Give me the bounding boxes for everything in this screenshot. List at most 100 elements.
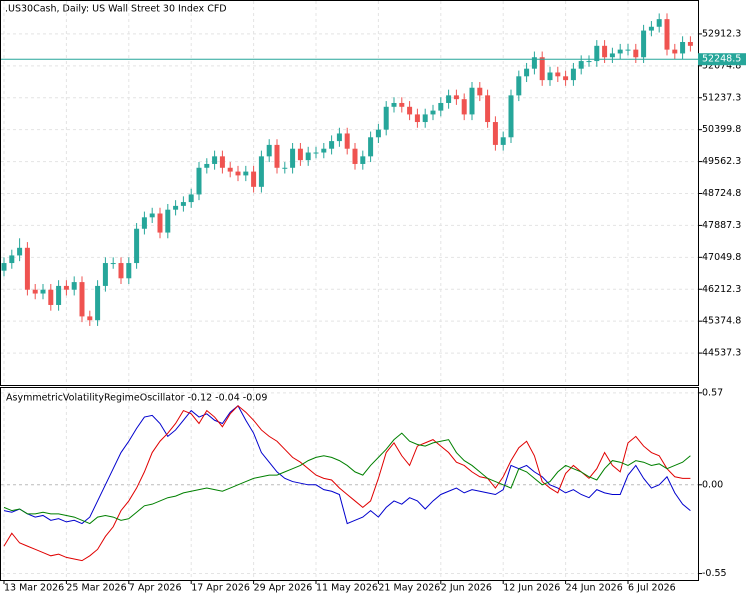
candle-body [134, 228, 140, 264]
candle-body [375, 129, 381, 138]
x-tick-label: 7 Apr 2026 [129, 583, 182, 594]
candle-body [258, 156, 264, 187]
candle-body [110, 263, 116, 265]
candle-body [329, 141, 335, 149]
x-tick-label: 21 May 2026 [378, 583, 440, 594]
candle-body [680, 42, 686, 54]
candle-body [126, 263, 132, 279]
candle-body [563, 76, 569, 81]
x-tick-label: 2 Jun 2026 [441, 583, 492, 594]
candle-body [531, 57, 537, 69]
candle-body [664, 19, 670, 50]
candle-body [578, 61, 584, 69]
y-tick-label: 50399.8 [702, 124, 741, 135]
y-tick-label: 48724.8 [702, 188, 741, 199]
x-tick-label: 17 Apr 2026 [191, 583, 250, 594]
x-tick-label: 11 May 2026 [316, 583, 378, 594]
candle-body [204, 163, 210, 168]
candle-body [360, 156, 366, 164]
candle-body [196, 167, 202, 195]
candle-body [656, 19, 662, 27]
candle-body [687, 42, 693, 46]
candle-body [633, 49, 639, 58]
candle-body [63, 285, 69, 290]
candle-body [79, 282, 85, 317]
candle-body [321, 148, 327, 153]
y-tick-label: 0.00 [702, 479, 723, 490]
candle-body [305, 152, 311, 161]
candle-body [602, 45, 608, 58]
candle-body [430, 110, 436, 115]
candle-body [40, 289, 46, 294]
candle-body [399, 102, 405, 107]
candle-body [71, 282, 77, 290]
candle-body [539, 57, 545, 81]
candle-body [9, 255, 15, 264]
candle-body [141, 217, 147, 229]
y-tick-label: -0.55 [702, 568, 727, 579]
x-tick-label: 25 Mar 2026 [66, 583, 126, 594]
candle-body [235, 171, 241, 176]
candle-body [251, 171, 257, 187]
candle-body [48, 289, 54, 305]
candle-body [524, 68, 530, 77]
y-tick-label: 47887.3 [702, 220, 741, 231]
candle-body [485, 95, 491, 123]
candle-body [469, 87, 475, 115]
candle-body [118, 263, 124, 279]
candle-body [492, 122, 498, 145]
candle-body [243, 171, 249, 176]
candle-body [266, 144, 272, 157]
candle-body [24, 247, 30, 290]
x-tick-label: 6 Jul 2026 [628, 583, 676, 594]
candle-body [586, 61, 592, 63]
x-tick-label: 12 Jun 2026 [503, 583, 560, 594]
candle-body [95, 285, 101, 321]
candle-body [446, 95, 452, 103]
candle-body [102, 263, 108, 286]
price-panel [0, 0, 699, 386]
candle-body [227, 167, 233, 172]
candle-body [352, 148, 358, 164]
candle-body [383, 106, 389, 130]
candle-body [641, 30, 647, 58]
candle-body [422, 114, 428, 123]
candle-body [438, 102, 444, 111]
x-tick-label: 13 Mar 2026 [4, 583, 64, 594]
candle-body [516, 76, 522, 96]
candle-body [368, 137, 374, 157]
y-tick-label: 0.57 [702, 387, 723, 398]
candle-body [648, 26, 654, 31]
candle-body [547, 72, 553, 81]
candle-body [391, 102, 397, 107]
candle-body [180, 202, 186, 206]
candle-body [297, 148, 303, 161]
indicator-panel [0, 387, 699, 581]
candle-body [212, 156, 218, 164]
indicator-title: AsymmetricVolatilityRegimeOscillator -0.… [6, 393, 267, 404]
candle-body [313, 152, 319, 154]
candle-body [477, 87, 483, 96]
current-price-label: 52248.5 [702, 54, 741, 65]
candle-body [149, 213, 155, 218]
indicator-line [3, 432, 691, 525]
x-tick-label: 24 Jun 2026 [566, 583, 623, 594]
candle-body [32, 289, 38, 294]
y-tick-label: 45374.8 [702, 316, 741, 327]
candle-body [672, 49, 678, 54]
y-tick-label: 46212.3 [702, 284, 741, 295]
candle-body [344, 133, 350, 149]
chart-title: .US30Cash, Daily: US Wall Street 30 Inde… [5, 4, 227, 15]
candle-body [282, 167, 288, 169]
candle-body [157, 213, 163, 233]
x-tick-label: 29 Apr 2026 [254, 583, 313, 594]
candle-body [56, 285, 62, 305]
candle-body [165, 209, 171, 233]
candle-body [594, 45, 600, 62]
candle-body [87, 316, 93, 321]
indicator-line [3, 404, 691, 525]
candle-body [617, 49, 623, 54]
y-tick-label: 44537.3 [702, 348, 741, 359]
candle-body [625, 49, 631, 51]
